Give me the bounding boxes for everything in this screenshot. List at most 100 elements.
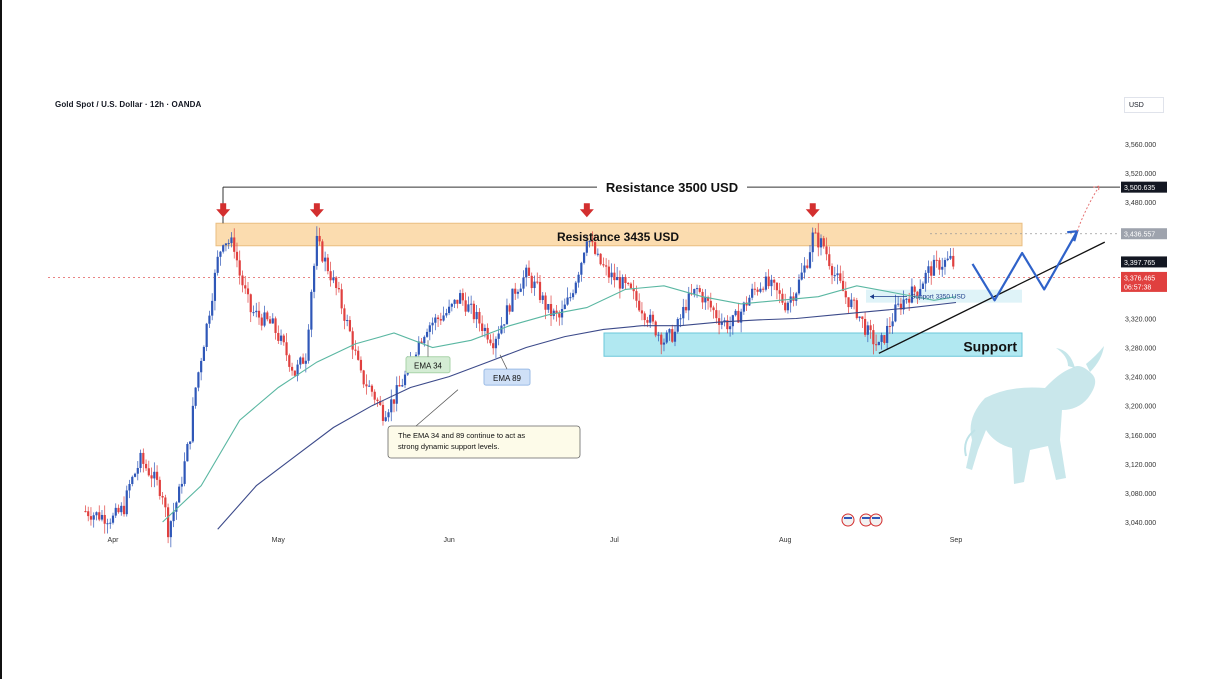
- candle-body: [866, 325, 869, 335]
- ema34-label: EMA 34: [414, 362, 443, 371]
- candle-body: [478, 311, 481, 324]
- y-tick-label: 3,560.000: [1125, 142, 1156, 149]
- candle-body: [379, 400, 382, 405]
- candle-body: [588, 241, 591, 243]
- candle-body: [381, 404, 385, 421]
- candle-body: [618, 277, 622, 289]
- candle-body: [704, 296, 707, 303]
- candle-body: [453, 299, 456, 304]
- candle-body: [946, 258, 949, 261]
- candle-body: [511, 288, 514, 312]
- candle-body: [544, 295, 547, 310]
- candle-body: [155, 471, 159, 480]
- candle-body: [698, 288, 701, 292]
- candle-body: [470, 303, 473, 305]
- candle-body: [640, 310, 644, 314]
- resistance-down-arrow-icon: [579, 203, 594, 218]
- candle-body: [172, 511, 175, 522]
- candle-body: [95, 512, 98, 516]
- bull-horn-left: [1056, 348, 1075, 368]
- candle-body: [290, 366, 294, 371]
- candle-body: [602, 264, 605, 266]
- candle-body: [315, 235, 318, 266]
- candle-body: [902, 299, 905, 310]
- x-tick-label: Sep: [950, 537, 963, 544]
- candle-body: [591, 241, 594, 243]
- candle-body: [888, 325, 891, 327]
- y-tick-label: 3,240.000: [1125, 375, 1156, 382]
- candle-body: [117, 507, 120, 513]
- candle-body: [715, 310, 718, 319]
- candle-body: [200, 360, 203, 373]
- candle-body: [147, 468, 150, 476]
- candle-body: [100, 514, 104, 520]
- y-tick-label: 3,200.000: [1125, 404, 1156, 411]
- resistance-3500-label: Resistance 3500 USD: [606, 180, 738, 195]
- candle-body: [643, 313, 646, 321]
- candle-body: [428, 325, 431, 332]
- bull-body: [966, 366, 1096, 484]
- y-tick-label: 3,160.000: [1125, 433, 1156, 440]
- candle-body: [538, 281, 542, 301]
- candle-body: [555, 310, 558, 314]
- candle-body: [417, 341, 420, 355]
- x-tick-label: Jul: [610, 537, 619, 544]
- candle-body: [222, 245, 225, 252]
- candle-body: [916, 291, 919, 296]
- candle-body: [731, 315, 734, 327]
- candle-body: [728, 326, 732, 330]
- note-pointer: [415, 389, 459, 427]
- currency-selector[interactable]: USD: [1124, 97, 1164, 113]
- support-3350-pointer-head-icon: [870, 294, 874, 300]
- candle-body: [144, 463, 148, 469]
- candle-body: [89, 516, 93, 520]
- candle-body: [516, 291, 520, 294]
- candle-body: [525, 267, 528, 278]
- candle-body: [370, 385, 374, 392]
- candle-body: [673, 331, 677, 342]
- candle-body: [952, 255, 955, 267]
- candle-body: [778, 290, 781, 294]
- candle-body: [635, 291, 638, 301]
- candle-body: [111, 515, 115, 523]
- support-label: Support: [963, 338, 1017, 354]
- candle-body: [348, 320, 352, 332]
- candle-body: [464, 300, 467, 312]
- candle-body: [158, 479, 161, 496]
- candle-body: [833, 275, 836, 277]
- candle-body: [582, 252, 586, 263]
- candle-body: [530, 275, 533, 289]
- candle-body: [307, 329, 310, 361]
- candle-body: [536, 281, 539, 283]
- price-flag: [1121, 181, 1167, 193]
- candle-body: [337, 288, 341, 290]
- candle-body: [263, 312, 266, 326]
- candle-body: [695, 288, 699, 290]
- candle-body: [436, 317, 440, 320]
- note-text-line-2: strong dynamic support levels.: [398, 442, 499, 451]
- candle-body: [293, 370, 296, 376]
- candle-body: [684, 306, 688, 311]
- price-flag: [1121, 228, 1167, 240]
- candle-body: [941, 266, 944, 270]
- candle-body: [277, 332, 280, 341]
- candle-body: [720, 321, 723, 325]
- candle-body: [180, 483, 183, 487]
- candle-body: [398, 385, 401, 387]
- candle-body: [343, 308, 346, 321]
- candle-body: [246, 288, 250, 295]
- candle-body: [808, 252, 812, 268]
- candle-body: [205, 323, 208, 347]
- candle-body: [764, 276, 768, 290]
- price-flag-label: 3,500.635: [1124, 185, 1155, 192]
- candle-body: [164, 497, 167, 508]
- y-tick-label: 3,280.000: [1125, 346, 1156, 353]
- candle-body: [266, 312, 269, 320]
- candle-body: [142, 452, 145, 464]
- candle-body: [930, 266, 933, 276]
- candle-body: [726, 320, 729, 330]
- candle-body: [671, 329, 674, 342]
- candle-body: [594, 242, 597, 254]
- candle-body: [288, 355, 291, 367]
